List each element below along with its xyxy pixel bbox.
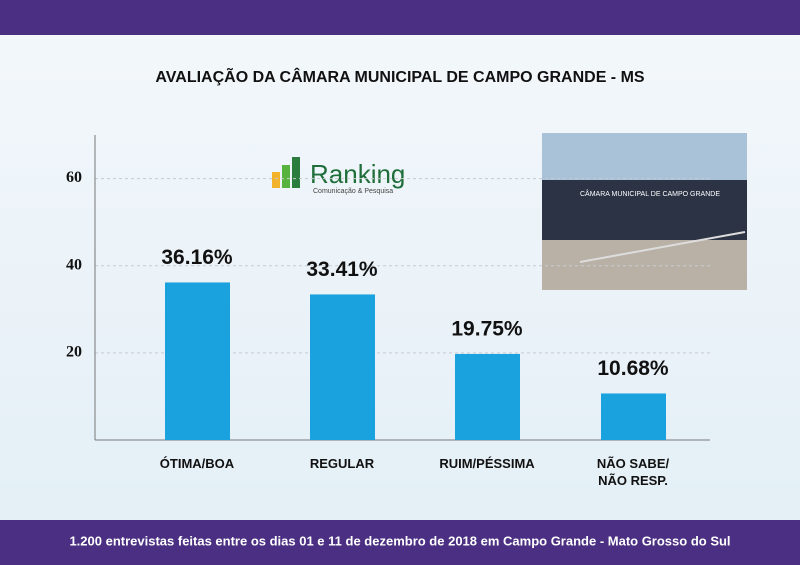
photo-sign: CÂMARA MUNICIPAL DE CAMPO GRANDE [580,189,720,198]
x-tick-label: RUIM/PÉSSIMA [439,456,535,471]
photo-ground [542,240,747,290]
y-tick-label: 40 [66,256,82,273]
logo-icon [292,157,300,188]
logo-icon [272,172,280,188]
value-label: 33.41% [306,258,378,281]
logo-name: Ranking [310,159,405,189]
value-label: 19.75% [451,317,523,340]
bar [601,393,666,440]
x-tick-label: NÃO SABE/ NÃO RESP. [596,456,670,488]
photo: CÂMARA MUNICIPAL DE CAMPO GRANDE [542,133,747,290]
value-label: 36.16% [161,246,233,269]
bar [455,353,520,440]
x-tick-label: REGULAR [309,456,375,471]
top-bar [0,0,800,35]
bottom-bar [0,520,800,565]
x-tick-label: ÓTIMA/BOA [159,456,235,471]
y-tick-label: 20 [66,344,82,361]
bar [165,282,230,440]
footer: 1.200 entrevistas feitas entre os dias 0… [69,533,730,548]
value-label: 10.68% [597,357,669,380]
photo-rail [579,231,746,263]
y-tick-label: 60 [66,169,82,186]
logo-tagline: Comunicação & Pesquisa [313,188,393,195]
bar [310,294,375,440]
chart-title: AVALIAÇÃO DA CÂMARA MUNICIPAL DE CAMPO G… [155,66,645,86]
logo: Ranking Comunicação & Pesquisa [272,157,405,195]
logo-icon [282,165,290,188]
